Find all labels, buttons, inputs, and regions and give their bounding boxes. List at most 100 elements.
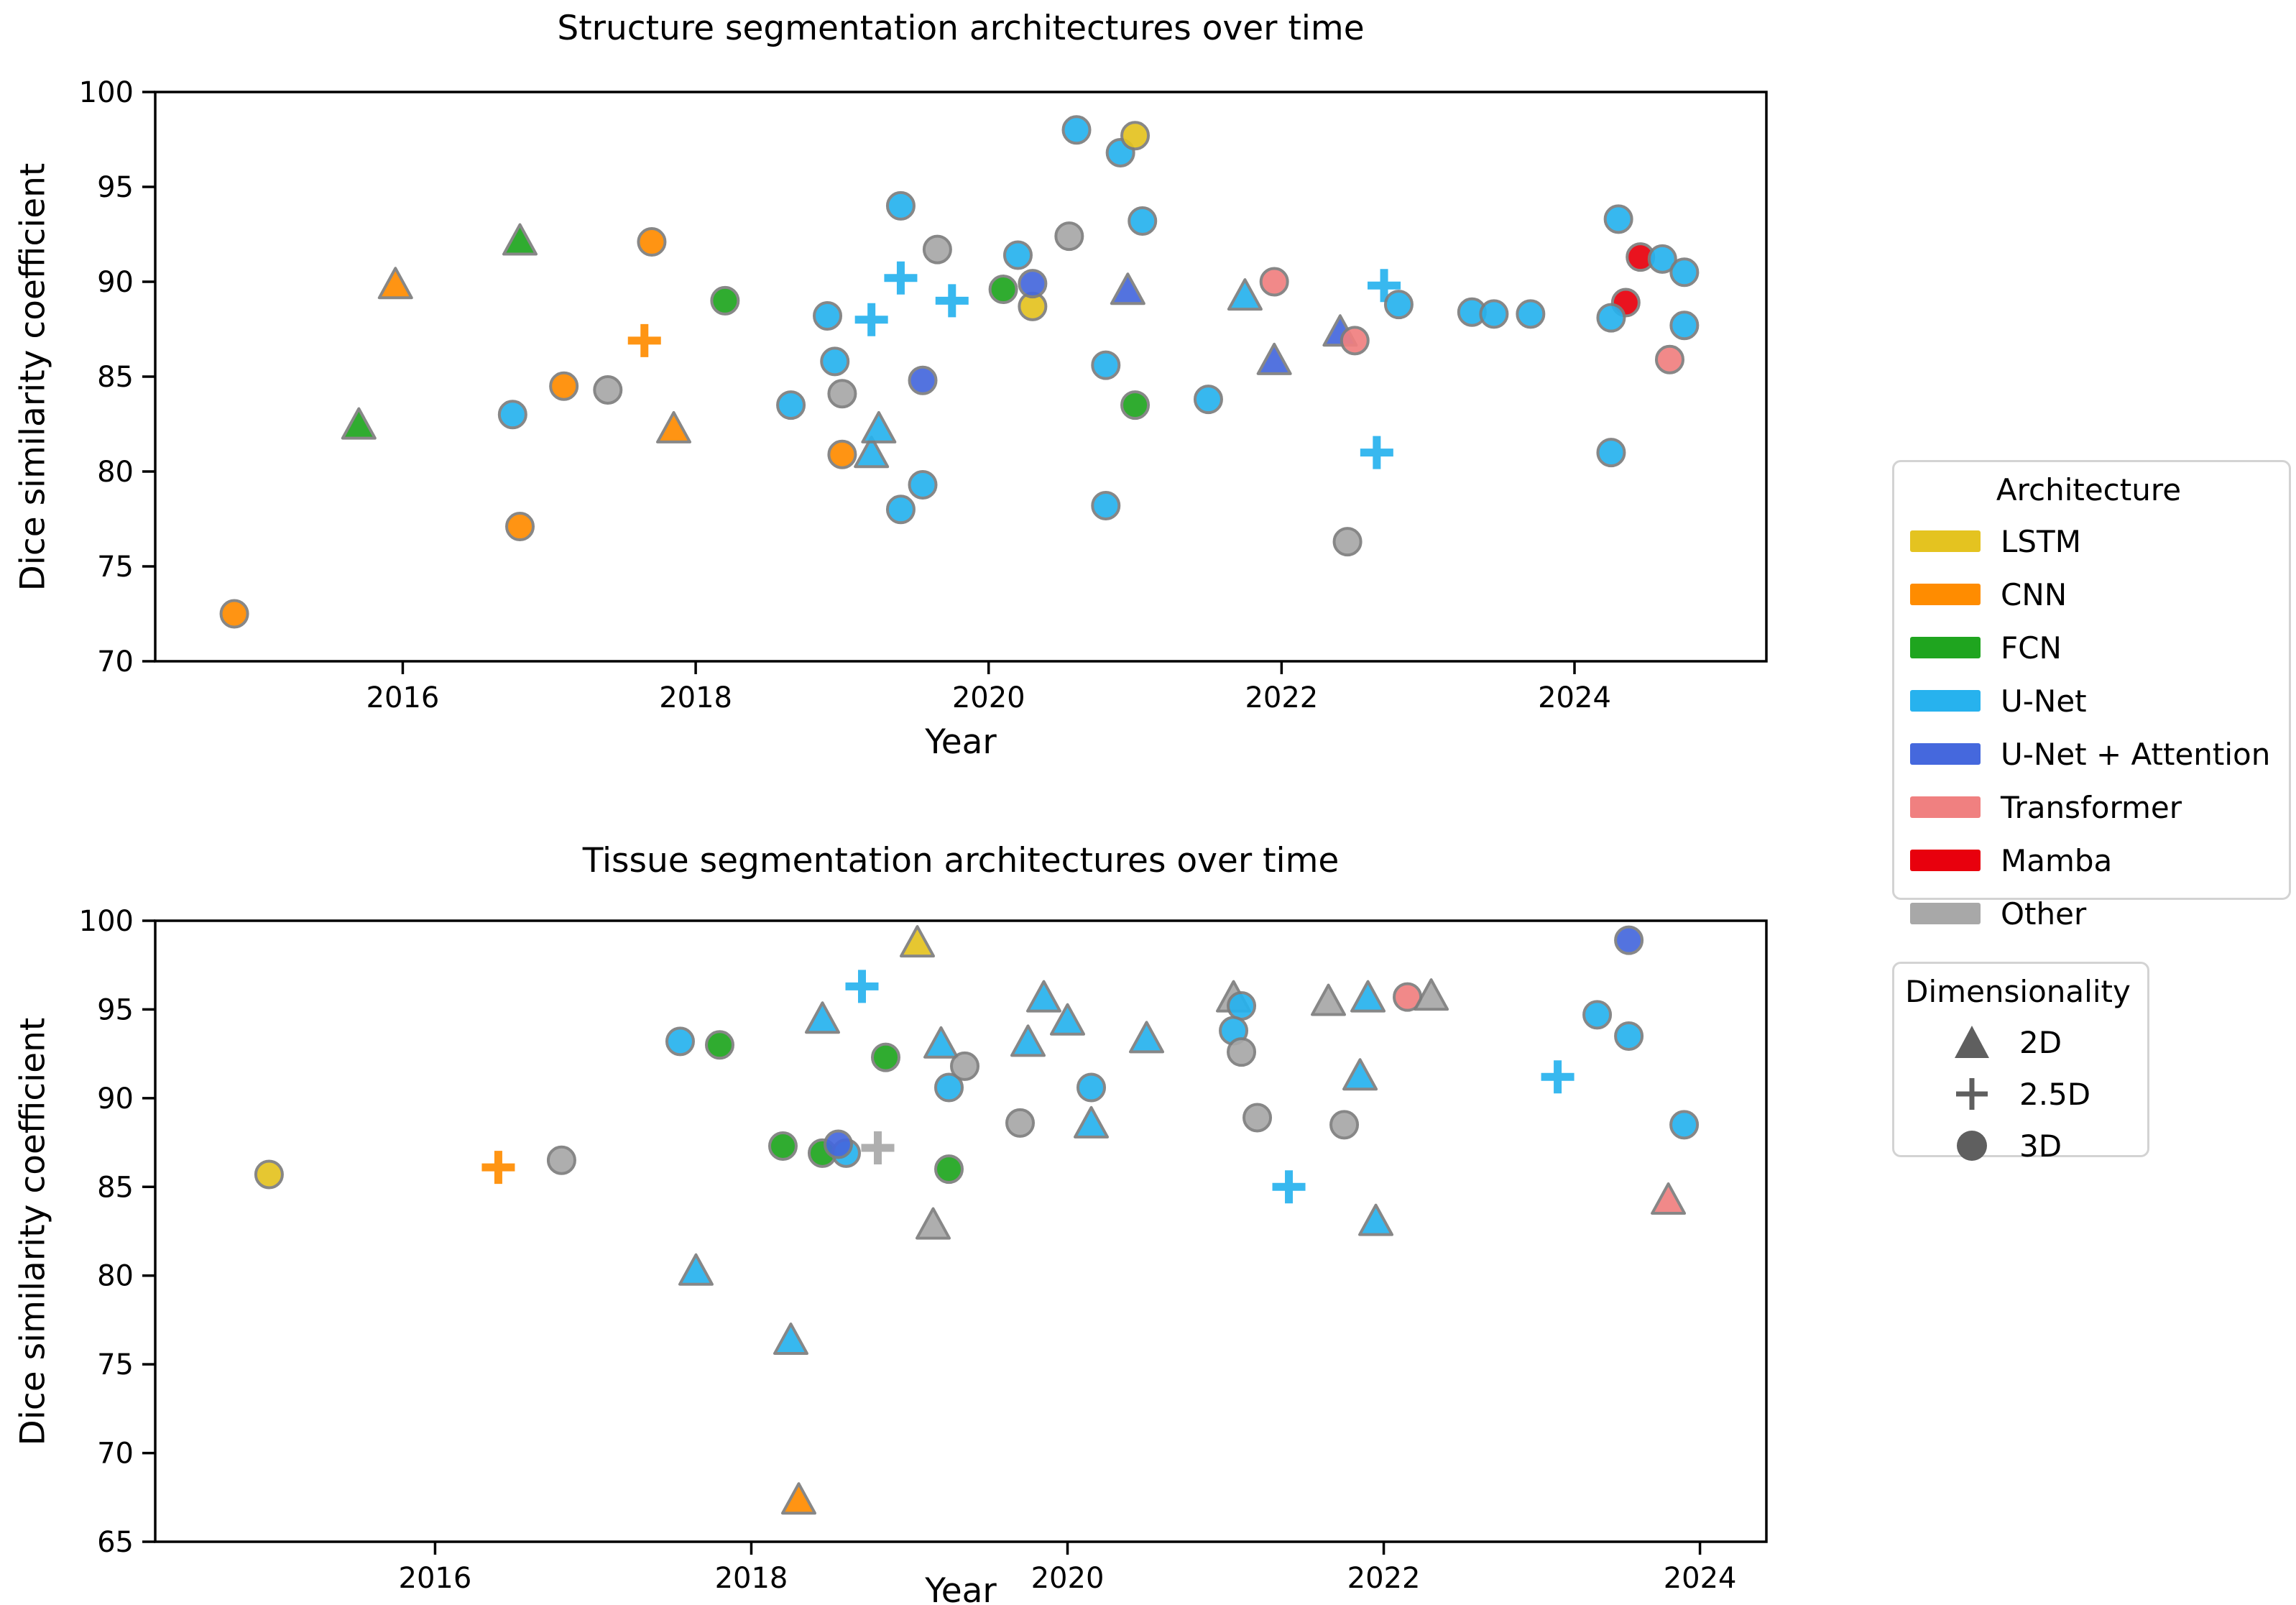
point-cnn-3d: [549, 371, 579, 401]
architecture-legend-item-u-net: U-Net: [1904, 674, 2273, 727]
point-lstm-3d: [254, 1159, 284, 1190]
legend-label: 3D: [2019, 1128, 2062, 1164]
point-u-net-3d: [1647, 244, 1677, 274]
point-u-net-attention-2d: [1256, 342, 1292, 375]
point-u-net-2d: [854, 436, 890, 469]
point-u-net-2.5d: [1272, 1170, 1306, 1204]
point-other-3d: [546, 1145, 576, 1175]
point-transformer-3d: [1340, 326, 1370, 356]
point-other-3d: [1054, 221, 1084, 252]
legend-color-swatch: [1910, 530, 1981, 552]
legend-color-swatch: [1910, 850, 1981, 871]
point-u-net-2d: [861, 410, 897, 443]
point-u-net-2d: [773, 1323, 808, 1356]
point-transformer-3d: [1259, 267, 1289, 297]
point-other-2.5d: [861, 1131, 895, 1164]
point-other-3d: [1332, 527, 1363, 557]
tissue-plot-border: [154, 919, 1768, 1543]
y-tick-label: 80: [97, 456, 134, 489]
point-u-net-2d: [1026, 980, 1062, 1013]
tissue-x-axis-label: Year: [925, 1571, 997, 1605]
x-tick-label: 2016: [366, 681, 440, 714]
dimensionality-legend: Dimensionality 2D 2.5D 3D: [1892, 962, 2149, 1164]
point-cnn-2d: [780, 1482, 816, 1515]
point-u-net-2.5d: [1541, 1060, 1575, 1094]
legend-label: Other: [2001, 896, 2087, 932]
point-u-net-2.5d: [1368, 269, 1401, 303]
point-cnn-2.5d: [481, 1151, 515, 1185]
point-u-net-3d: [1193, 385, 1223, 415]
legend-color-swatch: [1910, 903, 1981, 924]
point-u-net-3d: [1582, 1000, 1613, 1030]
point-u-net-3d: [1091, 350, 1121, 380]
point-u-net-3d: [933, 1072, 964, 1103]
y-tick-label: 80: [97, 1260, 134, 1293]
point-u-net-3d: [820, 346, 850, 377]
point-other-2d: [1311, 983, 1347, 1016]
structure-plot: 2016 2018 2020 2022 2024 70 75 80 85 90 95 100: [79, 76, 1768, 714]
point-u-net-2d: [1074, 1105, 1110, 1139]
point-other-3d: [593, 374, 623, 405]
architecture-legend-item-lstm: LSTM: [1904, 515, 2273, 568]
point-u-net-3d: [1091, 491, 1121, 521]
point-cnn-2d: [377, 267, 413, 300]
point-u-net-2d: [1358, 1203, 1394, 1236]
point-u-net-2.5d: [854, 303, 888, 336]
point-u-net-3d: [885, 495, 916, 525]
point-other-3d: [1005, 1108, 1036, 1138]
point-other-2d: [1414, 978, 1449, 1011]
point-other-3d: [950, 1051, 980, 1081]
point-u-net-2d: [678, 1253, 714, 1286]
architecture-legend-item-cnn: CNN: [1904, 568, 2273, 621]
y-tick-label: 95: [97, 171, 134, 204]
point-fcn-2d: [502, 223, 538, 256]
point-u-net-3d: [665, 1026, 695, 1057]
x-tick-label: 2024: [1538, 681, 1611, 714]
dimensionality-legend-rows: 2D 2.5D 3D: [1904, 1016, 2131, 1172]
point-u-net-2d: [804, 1001, 840, 1034]
point-u-net-3d: [1669, 311, 1700, 341]
point-fcn-3d: [933, 1154, 964, 1185]
point-cnn-2d: [656, 410, 692, 443]
dimensionality-legend-item-2-5d: 2.5D: [1904, 1068, 2131, 1120]
y-tick-label: 65: [97, 1526, 134, 1559]
architecture-legend-item-transformer: Transformer: [1904, 781, 2273, 834]
point-u-net-3d: [1227, 990, 1257, 1021]
point-u-net-attention-2d: [1110, 272, 1145, 305]
point-fcn-3d: [988, 275, 1018, 305]
x-tick-label: 2022: [1245, 681, 1318, 714]
x-tick-label: 2020: [1031, 1562, 1105, 1595]
y-tick-label: 75: [97, 551, 134, 584]
point-u-net-3d: [1603, 204, 1633, 234]
point-lstm-3d: [1120, 121, 1151, 151]
point-cnn-2.5d: [627, 323, 661, 357]
point-fcn-3d: [767, 1131, 798, 1162]
point-u-net-3d: [885, 190, 916, 221]
legend-label: LSTM: [2001, 523, 2081, 559]
point-other-3d: [922, 234, 952, 265]
tissue-y-axis-label: Dice similarity coefficient: [13, 1017, 53, 1445]
dimensionality-legend-item-3d: 3D: [1904, 1120, 2131, 1172]
x-tick-label: 2022: [1347, 1562, 1421, 1595]
structure-x-axis-label: Year: [925, 722, 997, 762]
point-other-3d: [1227, 1037, 1257, 1067]
architecture-legend-title: Architecture: [1996, 472, 2182, 507]
point-u-net-2.5d: [935, 284, 969, 318]
point-u-net-3d: [1516, 299, 1546, 329]
point-u-net-3d: [776, 390, 806, 420]
legend-color-swatch: [1910, 796, 1981, 818]
legend-color-swatch: [1910, 637, 1981, 658]
point-u-net-3d: [813, 301, 843, 331]
legend-color-swatch: [1910, 584, 1981, 605]
point-u-net-3d: [1479, 299, 1509, 329]
plus-2-5d-icon: [1956, 1078, 1988, 1110]
point-fcn-3d: [870, 1042, 900, 1072]
architecture-legend-rows: LSTM CNN FCN U-Net U-Net + Attention Transfor…: [1904, 515, 2273, 940]
architecture-legend-item-other: Other: [1904, 887, 2273, 940]
legend-label: 2D: [2019, 1024, 2062, 1060]
x-tick-label: 2024: [1664, 1562, 1737, 1595]
x-tick-label: 2020: [952, 681, 1025, 714]
structure-chart-title: Structure segmentation architectures ove…: [557, 9, 1365, 48]
point-fcn-3d: [710, 285, 740, 316]
